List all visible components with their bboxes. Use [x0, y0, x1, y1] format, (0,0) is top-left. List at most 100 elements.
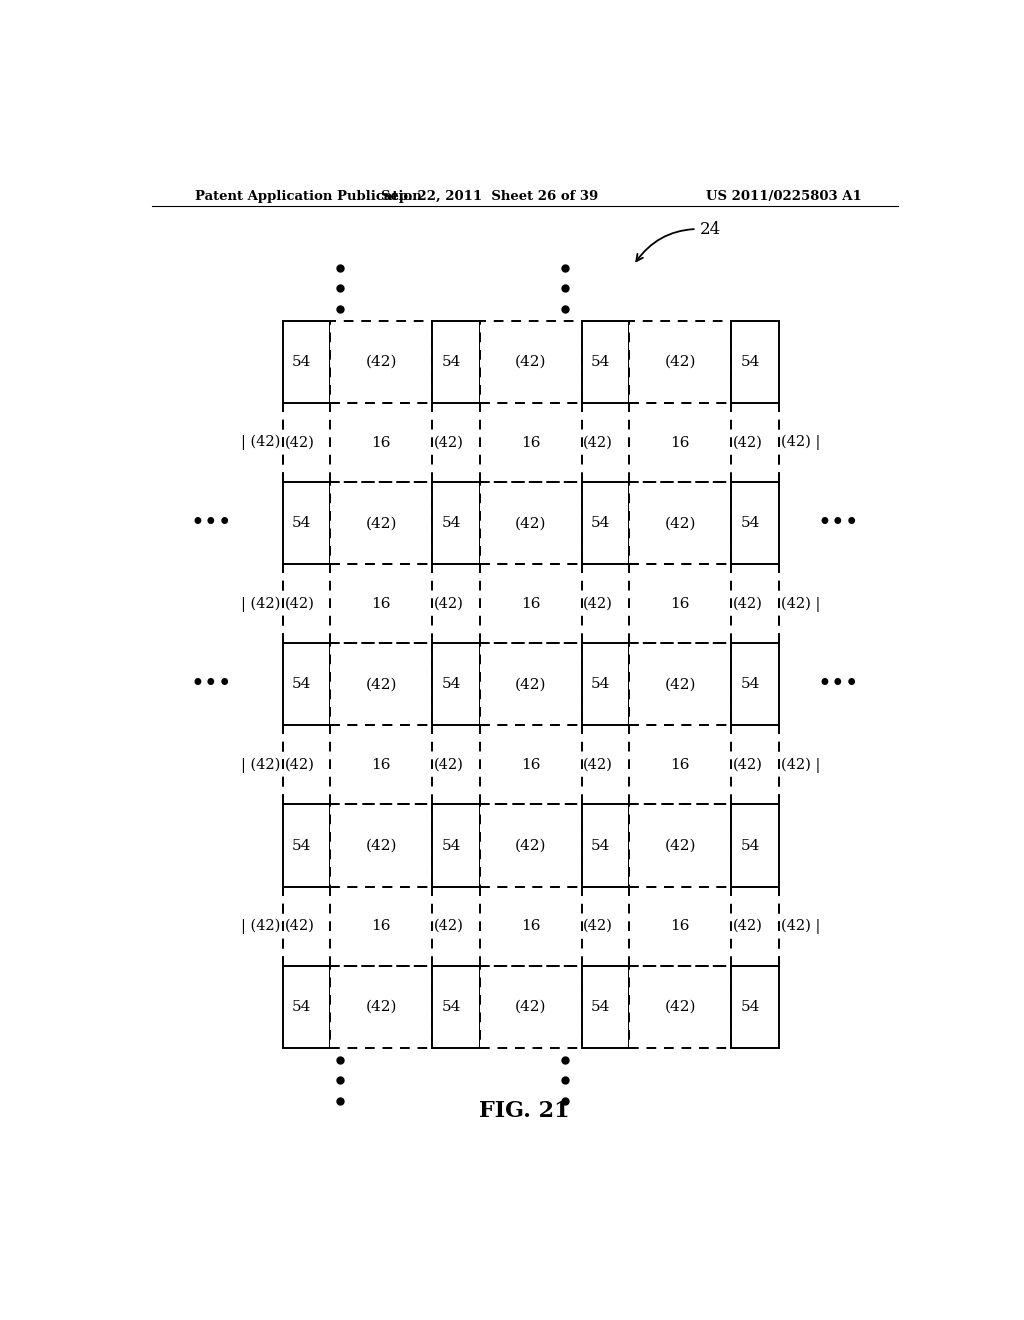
Text: (42): (42)	[285, 597, 314, 611]
Bar	[630, 321, 731, 403]
Bar	[283, 643, 331, 726]
Bar	[432, 643, 480, 726]
Text: (42): (42)	[515, 677, 547, 692]
Text: | (42): | (42)	[241, 919, 281, 933]
Text: 54: 54	[441, 838, 461, 853]
Text: 16: 16	[671, 436, 690, 450]
Text: 16: 16	[372, 919, 391, 933]
Bar	[582, 482, 630, 564]
Bar	[731, 643, 779, 726]
Text: •••: •••	[817, 511, 859, 535]
Bar	[432, 966, 480, 1048]
Text: 54: 54	[591, 355, 610, 370]
Text: 54: 54	[591, 677, 610, 692]
Text: (42): (42)	[434, 436, 464, 450]
Text: •••: •••	[190, 672, 232, 697]
Text: 54: 54	[441, 999, 461, 1014]
Text: 16: 16	[521, 597, 541, 611]
Text: (42): (42)	[665, 838, 696, 853]
Text: (42): (42)	[285, 758, 314, 772]
Text: (42): (42)	[434, 597, 464, 611]
Text: 24: 24	[636, 220, 721, 261]
Text: 16: 16	[521, 919, 541, 933]
Text: (42): (42)	[515, 838, 547, 853]
Text: FIG. 21: FIG. 21	[479, 1100, 570, 1122]
Text: (42): (42)	[366, 999, 397, 1014]
Bar	[630, 966, 731, 1048]
Text: 54: 54	[591, 838, 610, 853]
Text: 16: 16	[671, 758, 690, 772]
Text: (42): (42)	[366, 838, 397, 853]
Bar	[432, 804, 480, 887]
Text: (42): (42)	[285, 436, 314, 450]
Text: Patent Application Publication: Patent Application Publication	[196, 190, 422, 203]
Text: 54: 54	[292, 838, 311, 853]
Bar	[331, 321, 432, 403]
Bar	[480, 482, 582, 564]
Bar	[480, 966, 582, 1048]
Text: (42): (42)	[366, 355, 397, 370]
Bar	[480, 804, 582, 887]
Bar	[731, 482, 779, 564]
Text: (42): (42)	[434, 919, 464, 933]
Text: (42) |: (42) |	[781, 436, 820, 450]
Text: 54: 54	[740, 516, 760, 531]
Bar	[582, 804, 630, 887]
Bar	[480, 643, 582, 726]
Text: 54: 54	[292, 516, 311, 531]
Text: (42): (42)	[733, 436, 763, 450]
Text: •••: •••	[190, 511, 232, 535]
Text: (42): (42)	[733, 919, 763, 933]
Text: (42): (42)	[665, 999, 696, 1014]
Text: •••: •••	[817, 672, 859, 697]
Text: 16: 16	[372, 436, 391, 450]
Bar	[432, 321, 480, 403]
Text: (42): (42)	[733, 758, 763, 772]
Bar	[283, 966, 331, 1048]
Text: 16: 16	[372, 597, 391, 611]
Bar	[582, 643, 630, 726]
Text: (42): (42)	[733, 597, 763, 611]
Bar	[331, 482, 432, 564]
Text: (42) |: (42) |	[781, 758, 820, 772]
Text: (42): (42)	[434, 758, 464, 772]
Bar	[582, 321, 630, 403]
Text: (42): (42)	[285, 919, 314, 933]
Text: 54: 54	[441, 677, 461, 692]
Text: 54: 54	[441, 355, 461, 370]
Bar	[731, 966, 779, 1048]
Text: 54: 54	[441, 516, 461, 531]
Text: (42): (42)	[665, 516, 696, 531]
Bar	[731, 321, 779, 403]
Text: 54: 54	[292, 677, 311, 692]
Bar	[731, 804, 779, 887]
Text: (42): (42)	[665, 355, 696, 370]
Text: | (42): | (42)	[241, 758, 281, 772]
Text: 16: 16	[521, 758, 541, 772]
Text: (42): (42)	[584, 919, 613, 933]
Text: 54: 54	[740, 677, 760, 692]
Text: (42) |: (42) |	[781, 919, 820, 933]
Text: 54: 54	[591, 516, 610, 531]
Text: (42): (42)	[665, 677, 696, 692]
Text: (42): (42)	[366, 677, 397, 692]
Bar	[283, 804, 331, 887]
Text: 54: 54	[740, 838, 760, 853]
Text: (42): (42)	[515, 999, 547, 1014]
Bar	[331, 643, 432, 726]
Bar	[582, 966, 630, 1048]
Bar	[630, 643, 731, 726]
Text: 54: 54	[292, 999, 311, 1014]
Bar	[331, 804, 432, 887]
Text: US 2011/0225803 A1: US 2011/0225803 A1	[706, 190, 861, 203]
Text: (42): (42)	[584, 436, 613, 450]
Text: 54: 54	[740, 999, 760, 1014]
Text: (42): (42)	[515, 516, 547, 531]
Text: | (42): | (42)	[241, 597, 281, 611]
Text: 54: 54	[292, 355, 311, 370]
Text: (42): (42)	[584, 758, 613, 772]
Text: 54: 54	[591, 999, 610, 1014]
Text: 16: 16	[521, 436, 541, 450]
Text: 16: 16	[671, 919, 690, 933]
Text: (42): (42)	[584, 597, 613, 611]
